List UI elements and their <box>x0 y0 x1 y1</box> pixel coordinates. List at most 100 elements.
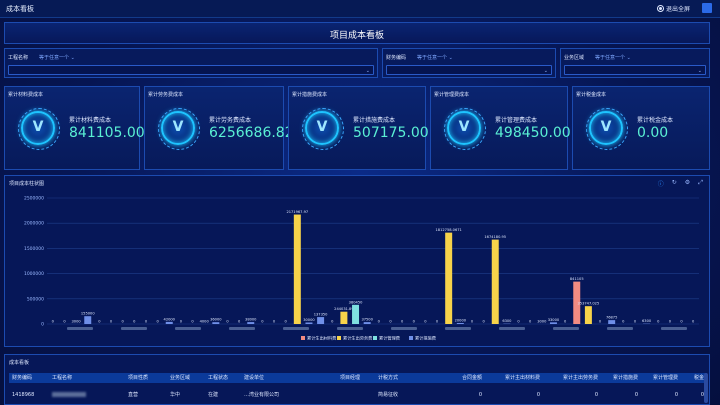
x-tick-label <box>499 327 525 330</box>
project-name-select[interactable]: ⌄ <box>8 65 374 75</box>
y-tick-label: 500000 <box>27 296 44 302</box>
card-title: 累计税金成本 <box>576 92 607 98</box>
logo-v-icon: V <box>586 108 628 150</box>
filter-project-name: 工程名称 等于任意一个 ⌄ ⌄ <box>4 48 378 78</box>
column-header[interactable]: 项目经理 <box>340 375 361 381</box>
bar <box>305 322 313 324</box>
column-header[interactable]: 计税方式 <box>378 375 399 381</box>
data-label: 137350 <box>314 313 328 317</box>
data-label: 0 <box>389 320 392 324</box>
info-icon[interactable]: ⓘ <box>657 181 664 188</box>
data-label: 0 <box>657 320 660 324</box>
data-label: 6300 <box>642 319 652 323</box>
logo-v-icon: V <box>18 108 60 150</box>
data-label: 4000 <box>200 319 210 323</box>
card-title: 累计劳务费成本 <box>148 92 184 98</box>
expand-icon[interactable]: ⤢ <box>698 179 703 186</box>
bar <box>340 311 348 324</box>
table-scrollbar[interactable] <box>704 373 708 403</box>
card-label: 累计措施费成本 <box>353 117 396 124</box>
data-label: 0 <box>471 320 474 324</box>
column-header[interactable]: 工程状态 <box>208 375 229 381</box>
column-header[interactable]: 税金 <box>693 375 704 381</box>
column-header[interactable]: 合同金额 <box>461 375 482 381</box>
data-label: 0 <box>98 320 101 324</box>
data-label: 0 <box>401 320 404 324</box>
data-label: 0 <box>378 320 381 324</box>
legend-label: 累计管理费 <box>379 335 400 342</box>
kpi-card-measures: 累计措施费成本 V 累计措施费成本 507175.00 <box>288 86 429 170</box>
bar <box>84 316 92 324</box>
bar <box>549 322 557 324</box>
filter-finance-code: 财务编码 等于任意一个 ⌄ ⌄ <box>382 48 556 78</box>
menu-icon[interactable] <box>702 3 712 13</box>
x-tick-label <box>67 327 93 330</box>
filter-operator-dropdown[interactable]: 等于任意一个 ⌄ <box>595 55 631 61</box>
logo-v-icon: V <box>158 108 200 150</box>
data-label: 380450 <box>349 300 363 304</box>
kpi-card-management: 累计管理费成本 V 累计管理费成本 498450.00 <box>430 86 571 170</box>
data-label: 0 <box>156 320 159 324</box>
data-label: 0 <box>261 320 264 324</box>
card-value: 507175.00 <box>353 125 429 141</box>
legend-label: 累计措施费 <box>415 335 436 342</box>
column-header[interactable]: 累计主出劳务费 <box>562 375 598 381</box>
table-cell: 0 <box>536 392 540 398</box>
kpi-card-material: 累计材料费成本 V 累计材料费成本 841105.00 <box>4 86 145 170</box>
data-label: 0 <box>273 320 276 324</box>
x-tick-label <box>175 327 201 330</box>
card-value: 0.00 <box>637 125 669 141</box>
settings-icon[interactable]: ⚙ <box>684 179 691 186</box>
x-tick-label <box>553 327 579 330</box>
data-label: 0 <box>133 320 136 324</box>
card-value: 841105.00 <box>69 125 145 141</box>
x-tick-label <box>661 327 687 330</box>
data-label: 38000 <box>245 318 257 322</box>
table-cell: 1418968 <box>12 392 35 398</box>
x-tick-label <box>391 327 417 330</box>
data-label: 0 <box>622 320 625 324</box>
kpi-card-labor: 累计劳务费成本 V 累计劳务费成本 6256686.82 <box>144 86 294 170</box>
x-tick-label <box>229 327 255 330</box>
table-cell: 简易征收 <box>378 392 399 398</box>
table-cell: 0 <box>700 392 704 398</box>
column-header[interactable]: 累计管理费 <box>652 375 678 381</box>
data-label: 6300 <box>502 319 512 323</box>
column-header[interactable]: 累计主出材料费 <box>504 375 540 381</box>
x-tick-label <box>283 327 309 330</box>
legend-swatch <box>409 336 413 340</box>
table-title: 成本看板 <box>9 360 30 366</box>
legend-swatch <box>301 336 305 340</box>
column-header[interactable]: 项目性质 <box>128 375 149 381</box>
table-cell: 直营 <box>128 392 139 398</box>
column-header[interactable]: 工程名称 <box>52 375 73 381</box>
y-tick-label: 1500000 <box>24 246 44 252</box>
finance-code-select[interactable]: ⌄ <box>386 65 552 75</box>
table-cell: 华中 <box>170 392 181 398</box>
legend-label: 累计生出劳务费 <box>343 335 372 342</box>
column-header[interactable]: 财务编码 <box>12 375 33 381</box>
refresh-icon[interactable]: ↻ <box>671 179 677 186</box>
data-label: 155000 <box>81 312 95 316</box>
data-label: 0 <box>122 320 125 324</box>
cost-bar-chart-panel: 项目成本柱状图 ⓘ ↻ ⚙ ⤢ 0 500000 1000000 1500000 200… <box>4 175 710 347</box>
business-region-select[interactable]: ⌄ <box>564 65 706 75</box>
table-cell: 0 <box>478 392 482 398</box>
card-label: 累计劳务费成本 <box>209 117 252 124</box>
filter-operator-dropdown[interactable]: 等于任意一个 ⌄ <box>39 55 75 61</box>
data-label: 0 <box>692 320 695 324</box>
data-label: 0 <box>285 320 288 324</box>
table-cell: 0 <box>594 392 598 398</box>
card-label: 累计管理费成本 <box>495 117 538 124</box>
table-cell: …湾业有限公司 <box>244 392 280 398</box>
column-header[interactable]: 业务区域 <box>170 375 191 381</box>
exit-fullscreen-button[interactable]: 退出全屏 <box>656 4 690 13</box>
table-row[interactable]: 1418968 直营 华中 在建 …湾业有限公司 简易征收 0 0 0 0 0 0 <box>9 390 707 400</box>
filter-operator-dropdown[interactable]: 等于任意一个 ⌄ <box>417 55 453 61</box>
table-cell: 0 <box>634 392 638 398</box>
column-header[interactable]: 建设单位 <box>244 375 265 381</box>
column-header[interactable]: 累计措施费 <box>612 375 638 381</box>
card-title: 累计材料费成本 <box>8 92 44 98</box>
bar <box>608 320 616 324</box>
